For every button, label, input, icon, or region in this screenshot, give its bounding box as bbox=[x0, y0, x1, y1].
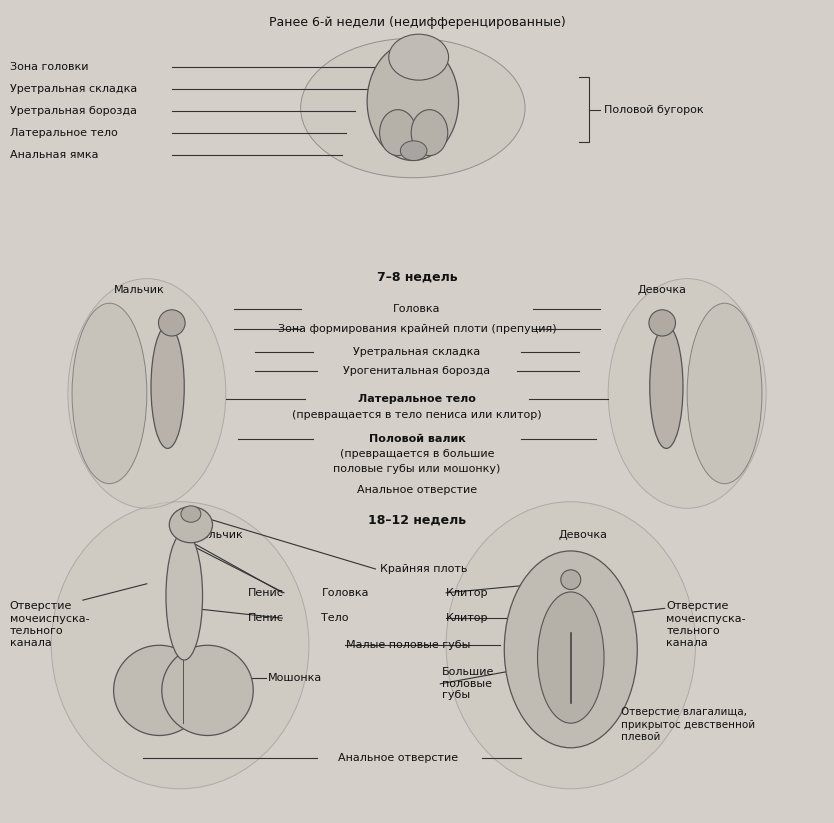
Text: Анальная ямка: Анальная ямка bbox=[10, 150, 98, 160]
Text: Пенис: Пенис bbox=[249, 613, 284, 623]
Text: Мальчик: Мальчик bbox=[113, 285, 164, 295]
Text: губы: губы bbox=[442, 690, 470, 700]
Text: Половой бугорок: Половой бугорок bbox=[604, 105, 704, 114]
Text: Половой валик: Половой валик bbox=[369, 435, 465, 444]
Text: Латеральное тело: Латеральное тело bbox=[10, 128, 118, 137]
Text: Головка: Головка bbox=[394, 304, 440, 314]
Ellipse shape bbox=[505, 551, 637, 748]
Text: 18–12 недель: 18–12 недель bbox=[368, 514, 466, 527]
Ellipse shape bbox=[300, 39, 525, 178]
Text: (превращается в тело пениса или клитор): (превращается в тело пениса или клитор) bbox=[292, 410, 542, 420]
Text: 7–8 недель: 7–8 недель bbox=[377, 271, 457, 283]
Ellipse shape bbox=[650, 325, 683, 449]
Ellipse shape bbox=[181, 506, 201, 523]
Ellipse shape bbox=[411, 109, 448, 156]
Text: половые: половые bbox=[442, 679, 492, 689]
Ellipse shape bbox=[68, 279, 226, 509]
Text: Зона головки: Зона головки bbox=[10, 62, 88, 72]
Ellipse shape bbox=[538, 592, 604, 723]
Text: Мальчик: Мальчик bbox=[193, 529, 244, 540]
Text: половые губы или мошонку): половые губы или мошонку) bbox=[334, 464, 500, 474]
Ellipse shape bbox=[72, 303, 147, 484]
Ellipse shape bbox=[166, 532, 203, 660]
Ellipse shape bbox=[379, 109, 416, 156]
Text: Латеральное тело: Латеральное тело bbox=[358, 394, 476, 404]
Text: Отверстие
мочеиспуска-
тельного
канала: Отверстие мочеиспуска- тельного канала bbox=[666, 601, 746, 649]
Text: Головка: Головка bbox=[321, 588, 369, 597]
Ellipse shape bbox=[367, 43, 459, 160]
Ellipse shape bbox=[151, 325, 184, 449]
Text: Зона формирования крайней плоти (препуция): Зона формирования крайней плоти (препуци… bbox=[278, 323, 556, 333]
Text: Анальное отверстие: Анальное отверстие bbox=[357, 486, 477, 495]
Ellipse shape bbox=[649, 309, 676, 336]
Text: (превращается в большие: (превращается в большие bbox=[339, 449, 495, 459]
Ellipse shape bbox=[169, 507, 213, 542]
Text: Уретральная борозда: Уретральная борозда bbox=[10, 106, 137, 116]
Text: Отверстие влагалища,
прикрытос девственной
плевой: Отверстие влагалища, прикрытос девственн… bbox=[620, 708, 755, 742]
Text: Пенис: Пенис bbox=[249, 588, 284, 597]
Text: Клитор: Клитор bbox=[446, 613, 489, 623]
Text: Девочка: Девочка bbox=[558, 529, 607, 540]
Text: Малые половые губы: Малые половые губы bbox=[346, 640, 470, 650]
Ellipse shape bbox=[162, 645, 254, 736]
Text: Клитор: Клитор bbox=[446, 588, 489, 597]
Ellipse shape bbox=[51, 502, 309, 788]
Text: Анальное отверстие: Анальное отверстие bbox=[338, 753, 458, 764]
Ellipse shape bbox=[446, 502, 696, 788]
Text: Большие: Большие bbox=[442, 667, 495, 677]
Ellipse shape bbox=[560, 570, 580, 589]
Ellipse shape bbox=[400, 141, 427, 160]
Ellipse shape bbox=[608, 279, 766, 509]
Text: Девочка: Девочка bbox=[637, 285, 686, 295]
Text: Тело: Тело bbox=[321, 613, 349, 623]
Text: Мошонка: Мошонка bbox=[268, 673, 322, 683]
Ellipse shape bbox=[687, 303, 762, 484]
Ellipse shape bbox=[389, 35, 449, 80]
Ellipse shape bbox=[113, 645, 205, 736]
Ellipse shape bbox=[158, 309, 185, 336]
Text: Отверстие
мочеиспуска-
тельного
канала: Отверстие мочеиспуска- тельного канала bbox=[10, 601, 89, 649]
Text: Крайняя плоть: Крайняя плоть bbox=[379, 564, 467, 574]
Text: Урогенитальная борозда: Урогенитальная борозда bbox=[344, 366, 490, 376]
Text: Уретральная складка: Уретральная складка bbox=[10, 84, 137, 94]
Text: Ранее 6-й недели (недифференцированные): Ранее 6-й недели (недифференцированные) bbox=[269, 16, 565, 29]
Text: Уретральная складка: Уретральная складка bbox=[354, 346, 480, 356]
